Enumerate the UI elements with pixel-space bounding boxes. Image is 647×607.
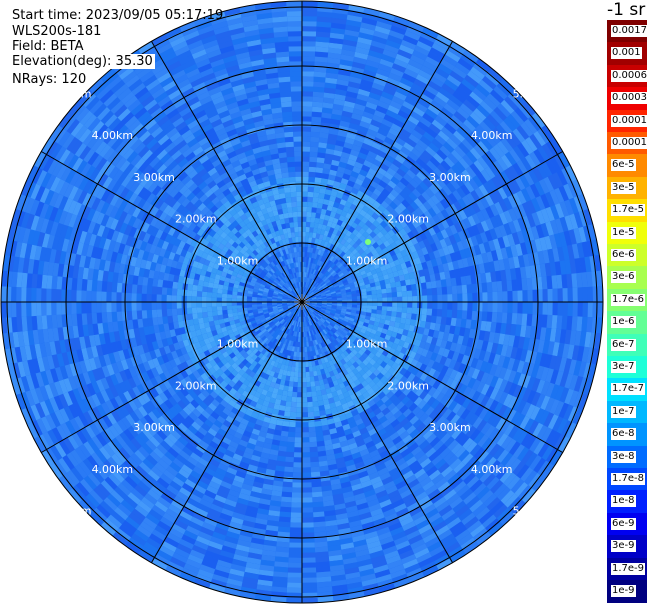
- colorbar-tick-label: 6e-6: [611, 249, 636, 261]
- colorbar-tick-label: 3e-5: [611, 181, 636, 194]
- colorbar-tick-label: 0.0017: [611, 25, 647, 37]
- colorbar-tick-label: 1e-5: [611, 226, 636, 239]
- range-ring-label: 5.00km: [50, 87, 92, 100]
- colorbar-tick-label: 0.0003: [611, 92, 647, 105]
- backscatter-field: [1, 1, 603, 603]
- colorbar-tick-label: 1.7e-8: [611, 473, 646, 485]
- range-ring-label: 3.00km: [429, 171, 471, 184]
- colorbar-tick-label: 3e-8: [611, 450, 636, 463]
- start-time-text: Start time: 2023/09/05 05:17:19: [12, 8, 224, 23]
- colorbar-tick-label: 1e-9: [611, 585, 636, 597]
- range-ring-label: 5.00km: [513, 505, 555, 518]
- range-ring-label: 1.00km: [217, 254, 259, 267]
- colorbar-tick-label: 0.00017: [611, 114, 647, 127]
- signal-speck: [365, 239, 371, 245]
- colorbar-tick-label: 6e-8: [611, 428, 636, 441]
- colorbar-tick-label: 0.001: [611, 47, 642, 60]
- colorbar-tick-label: 1e-8: [611, 495, 636, 508]
- colorbar-tick-label: 1.7e-6: [611, 293, 646, 306]
- range-ring-label: 2.00km: [175, 213, 217, 226]
- nrays-text: NRays: 120: [12, 72, 87, 87]
- range-ring-label: 1.00km: [217, 338, 259, 351]
- colorbar-tick-label: 0.0001: [611, 137, 647, 149]
- range-ring-label: 5.00km: [513, 87, 555, 100]
- range-ring-label: 2.00km: [175, 379, 217, 392]
- colorbar-tick-label: 1.7e-5: [611, 204, 646, 217]
- range-ring-label: 3.00km: [133, 171, 175, 184]
- colorbar-tick-label: 1.7e-7: [611, 383, 646, 396]
- range-ring-label: 4.00km: [92, 129, 134, 142]
- range-ring-label: 4.00km: [471, 129, 513, 142]
- colorbar-tick-label: 3e-6: [611, 271, 636, 284]
- range-ring-label: 5.00km: [50, 505, 92, 518]
- colorbar-tick-label: 1.7e-9: [611, 562, 646, 575]
- azimuth-spoke: [41, 151, 563, 453]
- colorbar-unit-title: -1 sr: [607, 0, 646, 20]
- elevation-text: Elevation(deg): 35.30: [10, 54, 155, 69]
- colorbar-tick-label: 6e-5: [611, 159, 636, 172]
- colorbar-tick-label: 3e-7: [611, 361, 636, 373]
- field-text: Field: BETA: [12, 39, 84, 54]
- range-ring-label: 1.00km: [346, 338, 388, 351]
- colorbar-tick-label: 6e-9: [611, 517, 636, 530]
- range-ring-label: 3.00km: [429, 421, 471, 434]
- range-ring-label: 4.00km: [92, 463, 134, 476]
- range-ring-label: 2.00km: [387, 379, 429, 392]
- colorbar-tick-label: 0.0006: [611, 69, 647, 82]
- range-ring-label: 2.00km: [387, 213, 429, 226]
- colorbar-tick-label: 1e-7: [611, 405, 636, 418]
- colorbar-tick-label: 6e-7: [611, 338, 636, 351]
- colorbar-tick-label: 3e-9: [611, 540, 636, 553]
- range-ring-label: 4.00km: [471, 463, 513, 476]
- range-ring-label: 1.00km: [346, 254, 388, 267]
- polar-scan-plot: 1.00km 1.00km 1.00km 1.00km 2.00km 2.00km 2.00…: [0, 0, 604, 604]
- colorbar-tick-label: 1e-6: [611, 316, 636, 329]
- instrument-text: WLS200s-181: [12, 24, 102, 39]
- range-ring-label: 3.00km: [133, 421, 175, 434]
